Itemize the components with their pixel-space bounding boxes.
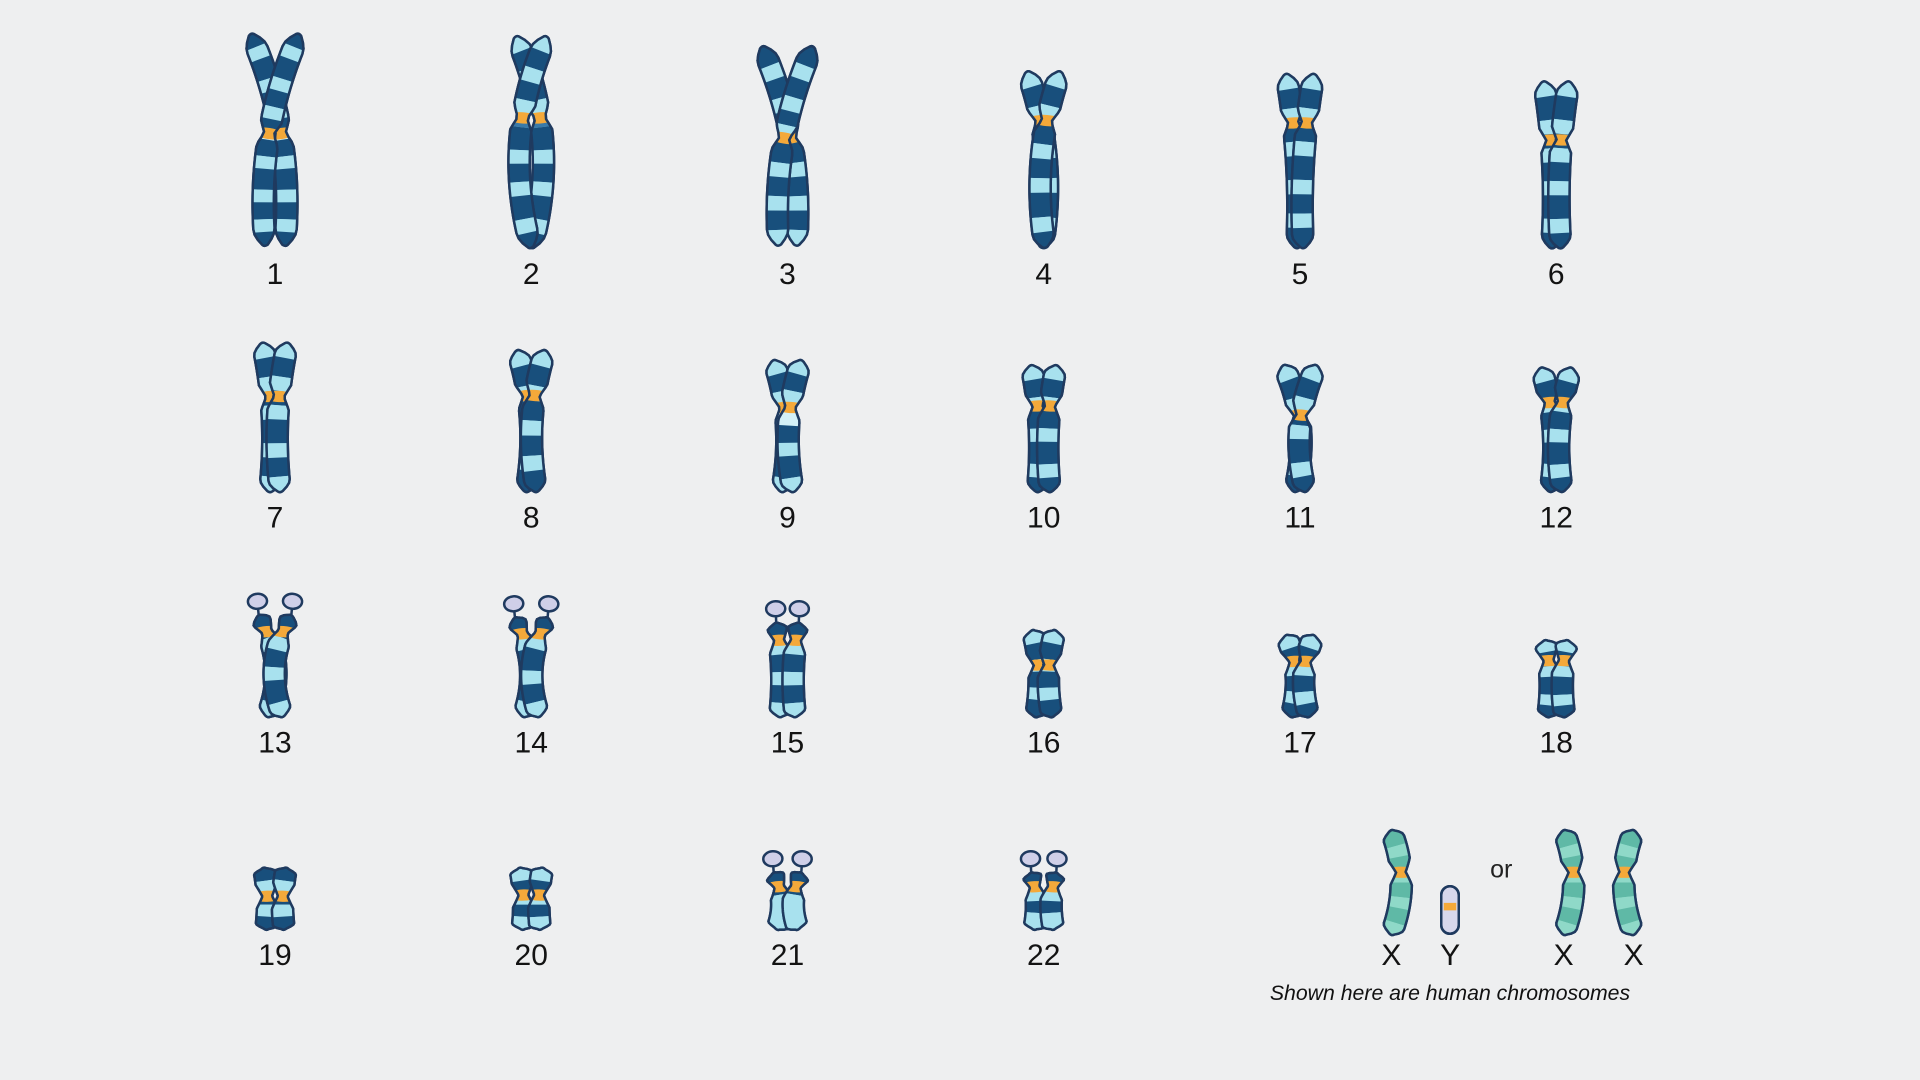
- chromosome-cell-18: 18: [1450, 575, 1663, 763]
- chromosome-pair-17: [1225, 632, 1375, 727]
- chromosome-label: 17: [1283, 727, 1316, 763]
- chromosome-cell-10: 10: [938, 313, 1151, 538]
- sex-label: X: [1381, 939, 1401, 975]
- chromosome-pair-22: [969, 849, 1119, 939]
- chromosome-label: 3: [779, 258, 796, 294]
- sex-label: Y: [1440, 939, 1460, 975]
- karyotype-diagram: 1 2 3: [0, 0, 1920, 1080]
- chromosome-label: 2: [523, 258, 540, 294]
- chromosome-pair-13: [200, 592, 350, 727]
- chromosome-pair-9: [713, 357, 863, 502]
- chromosome-pair-4: [969, 68, 1119, 258]
- chromosome-label: 9: [779, 502, 796, 538]
- chromosome-label: 16: [1027, 727, 1060, 763]
- chromosome-label: 1: [267, 258, 284, 294]
- chromosome-cell-22: 22: [938, 800, 1151, 975]
- caption: Shown here are human chromosomes: [1213, 981, 1688, 1006]
- chromosome-cell-5: 5: [1194, 44, 1407, 294]
- chromosome-cell-6: 6: [1450, 44, 1663, 294]
- chromosome-pair-1: [200, 30, 350, 258]
- chromosome-label: 19: [258, 939, 291, 975]
- chromosome-pair-10: [969, 362, 1119, 502]
- chromosome-label: 13: [258, 727, 291, 763]
- chromosome-cell-16: 16: [938, 575, 1151, 763]
- chromosome-cell-1: 1: [169, 44, 382, 294]
- chromosome-pair-18: [1481, 637, 1631, 727]
- chromosome-label: 6: [1548, 258, 1565, 294]
- chromosome-cell-7: 7: [169, 313, 382, 538]
- chromosome-pair-15: [713, 599, 863, 727]
- chromosome-X: X: [1365, 827, 1418, 975]
- chromosome-label: 7: [267, 502, 284, 538]
- sex-label: X: [1554, 939, 1574, 975]
- chromosome-Y: Y: [1435, 882, 1465, 975]
- chromosome-label: 10: [1027, 502, 1060, 538]
- chromosome-cell-17: 17: [1194, 575, 1407, 763]
- chromosome-pair-3: [713, 43, 863, 258]
- chromosome-cell-3: 3: [681, 44, 894, 294]
- chromosome-pair-7: [200, 339, 350, 502]
- chromosome-pair-5: [1225, 70, 1375, 258]
- sex-chromosomes: X Yor X X: [1313, 800, 1713, 975]
- chromosome-pair-21: [713, 849, 863, 939]
- chromosome-cell-4: 4: [938, 44, 1151, 294]
- chromosome-label: 14: [515, 727, 548, 763]
- chromosome-pair-14: [456, 594, 606, 727]
- chromosome-pair-8: [456, 347, 606, 502]
- chromosome-pair-6: [1481, 78, 1631, 258]
- chromosome-cell-12: 12: [1450, 313, 1663, 538]
- chromosome-pair-11: [1225, 362, 1375, 502]
- chromosome-label: 20: [515, 939, 548, 975]
- chromosome-cell-19: 19: [169, 800, 382, 975]
- chromosome-pair-20: [456, 864, 606, 939]
- chromosome-label: 21: [771, 939, 804, 975]
- chromosome-cell-15: 15: [681, 575, 894, 763]
- chromosome-pair-12: [1481, 364, 1631, 502]
- chromosome-label: 4: [1035, 258, 1052, 294]
- chromosome-cell-14: 14: [425, 575, 638, 763]
- chromosome-cell-20: 20: [425, 800, 638, 975]
- chromosome-cell-11: 11: [1194, 313, 1407, 538]
- chromosome-cell-2: 2: [425, 44, 638, 294]
- chromosome-cell-21: 21: [681, 800, 894, 975]
- chromosome-label: 18: [1540, 727, 1573, 763]
- chromosome-pair-16: [969, 627, 1119, 727]
- chromosome-X: X: [1607, 827, 1660, 975]
- chromosome-label: 15: [771, 727, 804, 763]
- chromosome-cell-13: 13: [169, 575, 382, 763]
- or-label: or: [1483, 856, 1520, 920]
- chromosome-label: 8: [523, 502, 540, 538]
- chromosome-label: 12: [1540, 502, 1573, 538]
- chromosome-cell-8: 8: [425, 313, 638, 538]
- sex-label: X: [1624, 939, 1644, 975]
- chromosome-label: 11: [1284, 502, 1315, 538]
- chromosome-X: X: [1537, 827, 1590, 975]
- chromosome-label: 5: [1292, 258, 1309, 294]
- chromosome-label: 22: [1027, 939, 1060, 975]
- chromosome-cell-9: 9: [681, 313, 894, 538]
- chromosome-pair-19: [200, 864, 350, 939]
- chromosome-pair-2: [456, 33, 606, 258]
